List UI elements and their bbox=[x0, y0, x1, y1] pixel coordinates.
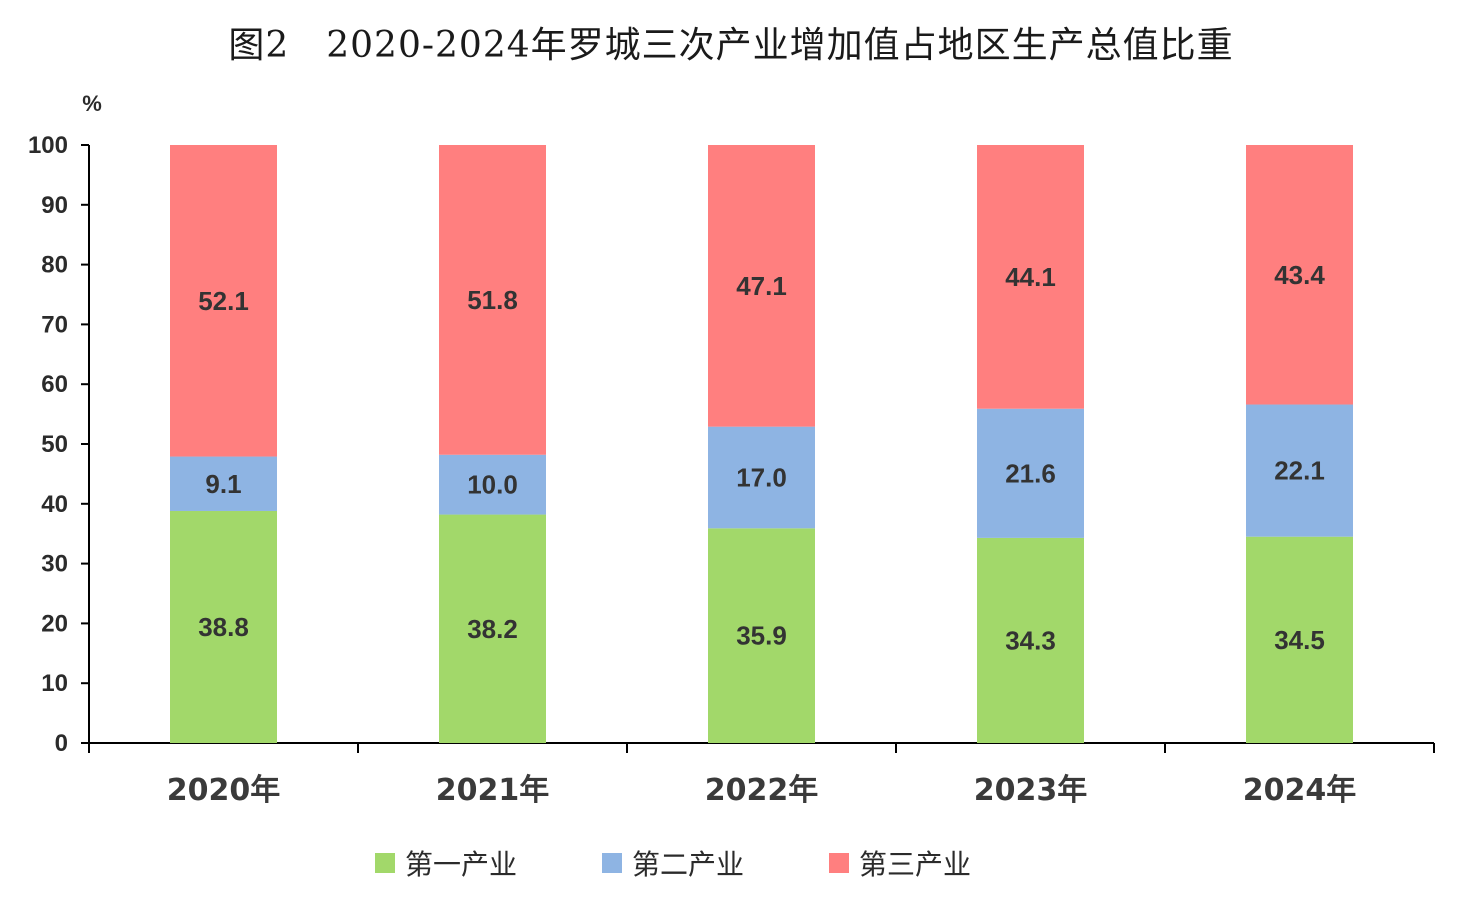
legend-swatch bbox=[829, 853, 849, 873]
x-category-label: 2021年 bbox=[436, 773, 550, 808]
y-tick-label: 20 bbox=[41, 610, 68, 637]
data-label: 22.1 bbox=[1274, 456, 1325, 486]
bar-segment bbox=[439, 514, 546, 743]
data-label: 47.1 bbox=[736, 271, 787, 301]
data-label: 21.6 bbox=[1005, 458, 1056, 488]
x-category-label: 2024年 bbox=[1243, 773, 1357, 808]
legend-label: 第一产业 bbox=[405, 848, 517, 881]
bars bbox=[170, 145, 1353, 743]
x-category-label: 2023年 bbox=[974, 773, 1088, 808]
axes: 0 10 20 30 40 50 60 70 80 90 100% 2020年 2021年 2022年 20… bbox=[28, 91, 1435, 808]
x-category-label: 2020年 bbox=[167, 773, 281, 808]
y-tick-label: 0 bbox=[55, 730, 68, 757]
bar-segment bbox=[1246, 145, 1353, 405]
data-label: 35.9 bbox=[736, 621, 787, 651]
legend-label: 第二产业 bbox=[632, 848, 744, 881]
chart-title: 图2 2020-2024年罗城三次产业增加值占地区生产总值比重 bbox=[228, 25, 1234, 66]
bar-segment bbox=[170, 456, 277, 511]
data-label: 34.3 bbox=[1005, 625, 1056, 655]
y-tick-label: 70 bbox=[41, 311, 68, 338]
legend-swatch bbox=[602, 853, 622, 873]
y-tick-label: 40 bbox=[41, 491, 68, 518]
bar-segment bbox=[1246, 536, 1353, 743]
bar-segment bbox=[977, 408, 1084, 538]
y-tick-label: 60 bbox=[41, 371, 68, 398]
bar-segment bbox=[708, 426, 815, 529]
legend-label: 第三产业 bbox=[859, 848, 971, 881]
y-tick-label: 10 bbox=[41, 670, 68, 697]
data-label: 43.4 bbox=[1274, 260, 1325, 290]
y-tick-label: 100 bbox=[28, 132, 68, 159]
data-label: 10.0 bbox=[467, 470, 518, 500]
bar-segment bbox=[439, 145, 546, 455]
data-label: 34.5 bbox=[1274, 625, 1325, 655]
bar-segment bbox=[1246, 404, 1353, 537]
bar-segment bbox=[708, 528, 815, 743]
y-tick-label: 90 bbox=[41, 192, 68, 219]
y-axis-unit: % bbox=[82, 91, 102, 116]
bar-segment bbox=[170, 510, 277, 743]
data-label: 51.8 bbox=[467, 285, 518, 315]
data-label: 9.1 bbox=[205, 469, 241, 499]
data-label: 38.2 bbox=[467, 614, 518, 644]
data-label: 17.0 bbox=[736, 462, 787, 492]
bar-segment bbox=[977, 537, 1084, 743]
legend: 第一产业 第二产业 第三产业 bbox=[375, 848, 971, 881]
y-tick-label: 30 bbox=[41, 551, 68, 578]
data-labels: 38.8 9.1 52.1 38.2 10.0 51.8 35.9 17.0 47.1 34.3 2… bbox=[198, 260, 1325, 656]
bar-segment bbox=[170, 145, 277, 457]
y-tick-label: 80 bbox=[41, 252, 68, 279]
data-label: 38.8 bbox=[198, 612, 249, 642]
bar-segment bbox=[977, 145, 1084, 409]
bar-segment bbox=[439, 454, 546, 515]
bar-segment bbox=[708, 145, 815, 427]
x-category-label: 2022年 bbox=[705, 773, 819, 808]
data-label: 44.1 bbox=[1005, 262, 1056, 292]
y-tick-label: 50 bbox=[41, 431, 68, 458]
data-label: 52.1 bbox=[198, 286, 249, 316]
legend-swatch bbox=[375, 853, 395, 873]
